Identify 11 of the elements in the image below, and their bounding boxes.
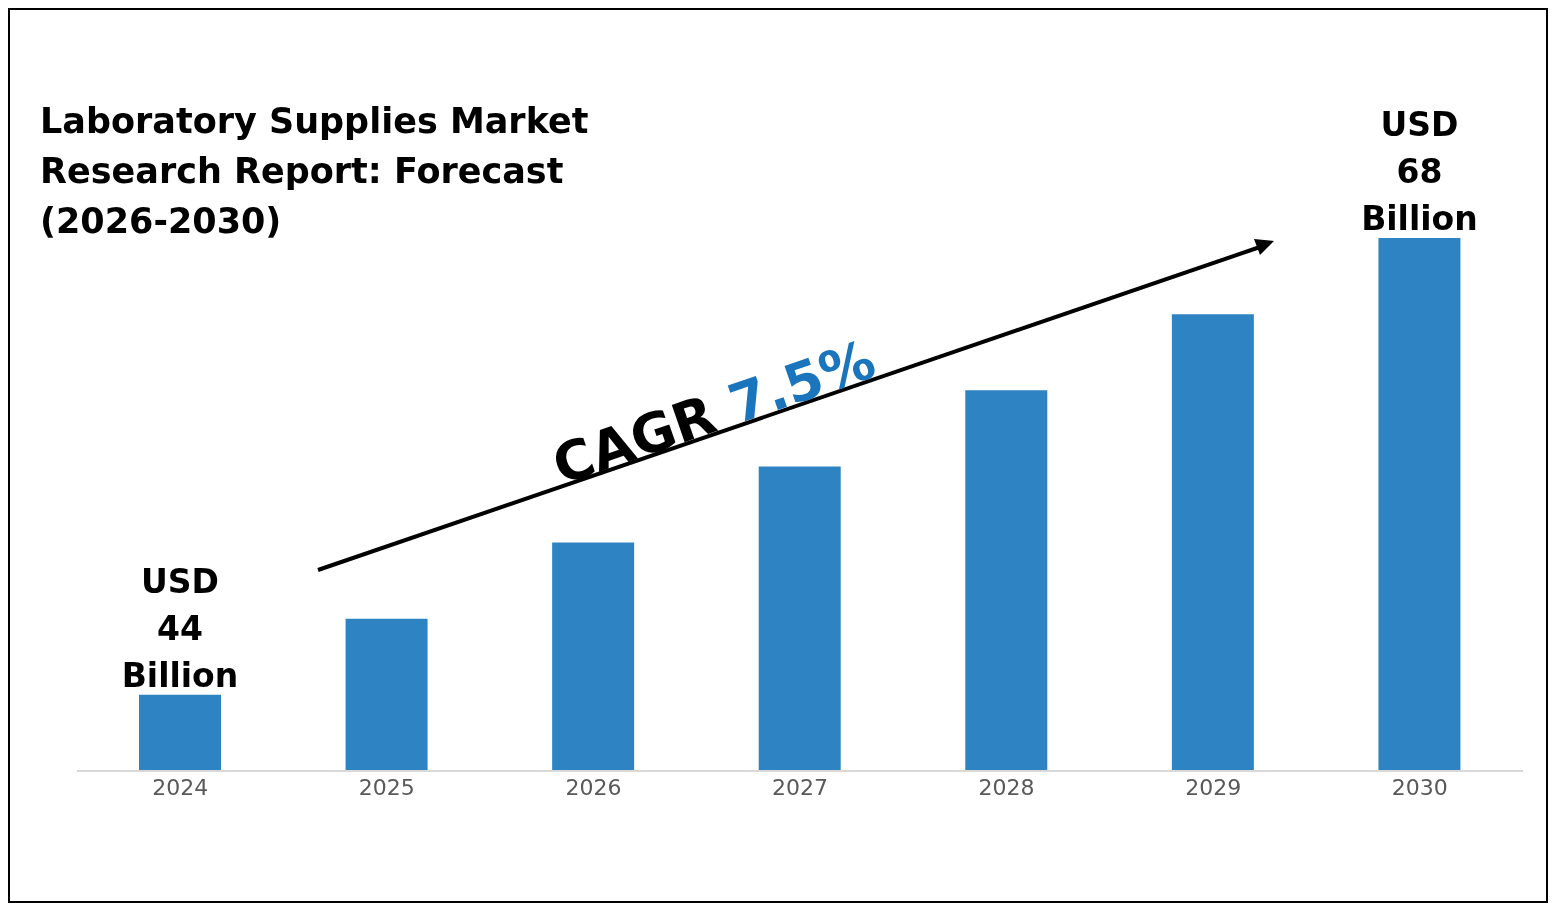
x-tick-label: 2024 bbox=[152, 774, 209, 800]
x-tick-label: 2029 bbox=[1185, 774, 1242, 800]
x-tick-label: 2028 bbox=[978, 774, 1035, 800]
x-tick-label: 2026 bbox=[565, 774, 622, 800]
x-tick-label: 2030 bbox=[1391, 774, 1448, 800]
x-tick-label: 2027 bbox=[772, 774, 828, 800]
data-label: USD 44 Billion bbox=[121, 561, 239, 695]
chart-title: Laboratory Supplies Market Research Report: Forecast (2026-2030) bbox=[40, 100, 590, 243]
x-tick-label: 2025 bbox=[358, 774, 415, 800]
annotation: CAGR 7.5% bbox=[544, 327, 883, 498]
data-label: USD 68 Billion bbox=[1361, 105, 1478, 238]
